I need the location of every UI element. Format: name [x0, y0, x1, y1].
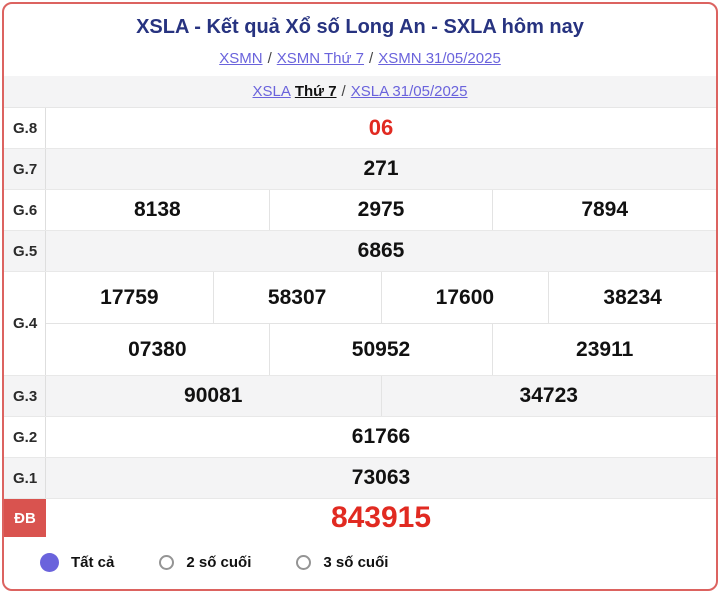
prize-value: 7894 — [581, 198, 629, 221]
prize-value: 06 — [368, 115, 394, 140]
prize-value: 2975 — [270, 190, 494, 230]
results-table: G.8 06 G.7 271 G.6 8138 2975 7894 — [4, 108, 716, 537]
prize-row-g5: G.5 6865 — [4, 231, 716, 272]
prize-value: 17600 — [382, 272, 550, 323]
breadcrumb-link-xsmn-thu7[interactable]: XSMN Thứ 7 — [276, 50, 365, 67]
breadcrumb-day-label[interactable]: Thứ 7 — [294, 83, 337, 100]
filter-option-label[interactable]: Tất cả — [71, 554, 115, 571]
prize-value: 23911 — [576, 337, 634, 361]
breadcrumb: XSMN / XSMN Thứ 7/XSMN 31/05/2025 — [4, 50, 716, 67]
prize-label: G.3 — [4, 376, 46, 416]
prize-value: 6865 — [357, 239, 405, 262]
prize-value: 34723 — [519, 384, 578, 407]
prize-value: 50952 — [270, 324, 494, 375]
prize-value: 271 — [363, 157, 399, 180]
prize-row-g2: G.2 61766 — [4, 417, 716, 458]
filter-option-label[interactable]: 3 số cuối — [323, 554, 389, 571]
prize-label: G.1 — [4, 458, 46, 498]
prize-row-g8: G.8 06 — [4, 108, 716, 149]
filter-option-label[interactable]: 2 số cuối — [186, 554, 252, 571]
jackpot-value: 843915 — [330, 501, 432, 534]
prize-row-g7: G.7 271 — [4, 149, 716, 190]
radio-unselected-icon[interactable] — [159, 555, 175, 570]
prize-value: 8138 — [46, 190, 270, 230]
prize-value: 73063 — [351, 466, 411, 489]
prize-row-g6: G.6 8138 2975 7894 — [4, 190, 716, 231]
prize-label: G.4 — [4, 272, 46, 375]
prize-row-g1: G.1 73063 — [4, 458, 716, 499]
prize-row-g3: G.3 90081 34723 — [4, 376, 716, 417]
breadcrumb-separator: / — [369, 50, 374, 67]
prize-label: G.2 — [4, 417, 46, 457]
breadcrumb-sub: XSLA Thứ 7/XSLA 31/05/2025 — [4, 76, 716, 108]
prize-value: 61766 — [351, 425, 411, 448]
radio-selected-icon[interactable] — [40, 553, 59, 572]
prize-label-special: ĐB — [4, 499, 46, 537]
prize-value: 17759 — [46, 272, 214, 323]
prize-label: G.6 — [4, 190, 46, 230]
prize-value: 90081 — [46, 376, 382, 416]
prize-value: 58307 — [214, 272, 382, 323]
prize-row-db: ĐB 843915 — [4, 499, 716, 537]
breadcrumb-link-xsla[interactable]: XSLA — [252, 83, 291, 100]
breadcrumb-link-xsla-date[interactable]: XSLA 31/05/2025 — [350, 83, 468, 100]
filter-option-last2[interactable]: 2 số cuối — [159, 554, 251, 571]
breadcrumb-separator: / — [267, 50, 272, 67]
breadcrumb-link-xsmn-date[interactable]: XSMN 31/05/2025 — [378, 50, 501, 67]
radio-unselected-icon[interactable] — [296, 555, 312, 570]
prize-label: G.7 — [4, 149, 46, 189]
results-card: XSLA - Kết quả Xổ số Long An - SXLA hôm … — [2, 2, 718, 591]
prize-label: G.5 — [4, 231, 46, 271]
breadcrumb-link-xsmn[interactable]: XSMN — [219, 50, 263, 67]
breadcrumb-separator: / — [341, 83, 346, 100]
prize-row-g4: G.4 17759 58307 17600 38234 07380 50952 … — [4, 272, 716, 376]
prize-label: G.8 — [4, 108, 46, 148]
display-filter-group: Tất cả 2 số cuối 3 số cuối — [4, 537, 716, 572]
prize-value: 38234 — [603, 285, 662, 309]
page-title: XSLA - Kết quả Xổ số Long An - SXLA hôm … — [136, 16, 584, 38]
filter-option-last3[interactable]: 3 số cuối — [296, 554, 388, 571]
filter-option-all[interactable]: Tất cả — [40, 553, 114, 572]
prize-value: 07380 — [46, 324, 270, 375]
